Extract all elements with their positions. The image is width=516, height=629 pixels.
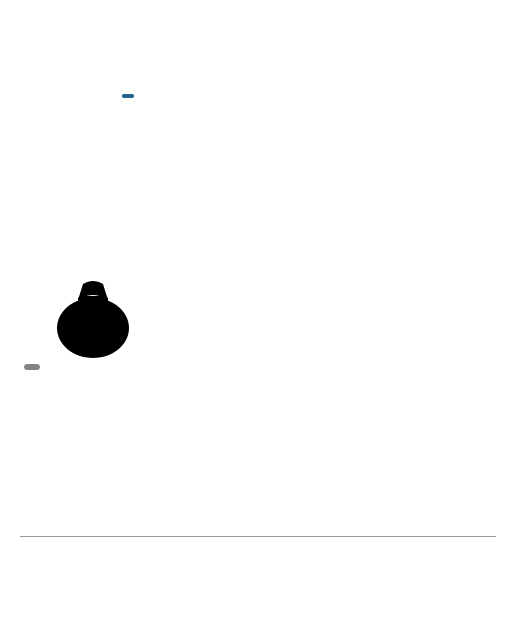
series-label-credit xyxy=(205,216,217,220)
series-label-mortgage xyxy=(122,94,134,98)
x-axis xyxy=(20,504,496,526)
bar-chart: ₩ xyxy=(20,320,496,500)
money-bag-icon: ₩ xyxy=(48,260,138,360)
svg-text:₩: ₩ xyxy=(79,312,108,345)
total-loans-label xyxy=(24,364,40,370)
